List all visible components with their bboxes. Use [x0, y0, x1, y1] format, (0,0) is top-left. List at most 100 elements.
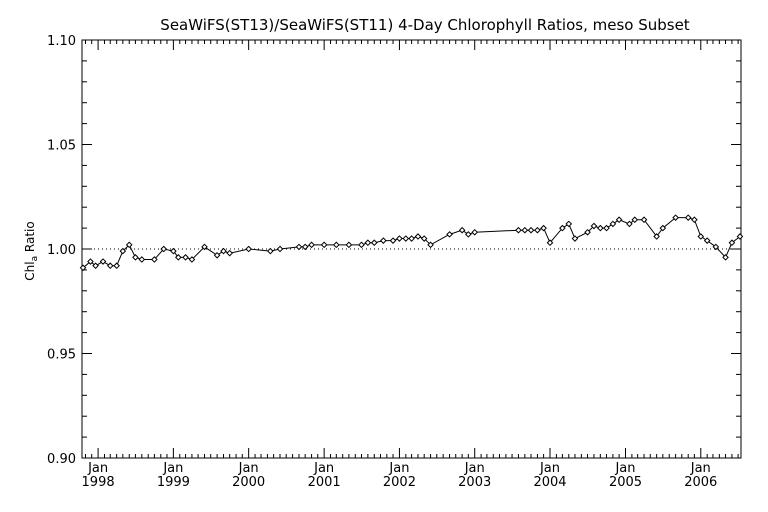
data-point	[170, 247, 177, 255]
y-axis-label-subscript: a	[30, 256, 40, 262]
data-point	[559, 224, 566, 232]
data-point	[119, 247, 127, 255]
data-point	[521, 226, 529, 234]
data-point	[458, 226, 466, 234]
x-tick-label-year: 2004	[533, 475, 566, 490]
data-point	[446, 231, 453, 238]
data-point	[245, 245, 252, 253]
data-point	[534, 226, 541, 234]
data-point	[684, 214, 692, 221]
x-tick-label-month: Jan	[464, 461, 485, 476]
data-point	[546, 239, 554, 247]
data-point	[87, 258, 94, 265]
data-point	[703, 237, 711, 244]
data-point	[659, 224, 667, 232]
x-tick-label-year: 1999	[157, 475, 190, 490]
y-axis: 0.90 0.95 1.00 1.05 1.10	[47, 34, 741, 467]
data-point	[515, 226, 522, 234]
x-axis: Jan1998Jan1999Jan2000Jan2001Jan2002Jan20…	[82, 40, 739, 490]
x-tick-label-year: 2000	[232, 475, 265, 490]
data-point	[653, 233, 660, 240]
data-point	[414, 233, 422, 240]
data-point	[92, 262, 99, 270]
data-point	[597, 224, 604, 232]
data-point	[590, 222, 598, 230]
data-point	[364, 239, 372, 247]
x-tick-label-year: 2003	[458, 475, 491, 490]
y-tick-label: 1.05	[47, 139, 76, 154]
y-tick-label: 1.00	[47, 243, 76, 258]
data-point	[113, 262, 120, 270]
data-point	[691, 216, 698, 224]
data-point	[408, 235, 415, 242]
x-tick-label-month: Jan	[162, 461, 183, 476]
data-point	[697, 233, 705, 240]
y-tick-label: 0.90	[47, 452, 76, 467]
data-point	[175, 254, 182, 261]
data-point	[132, 254, 139, 261]
y-axis-label-rest: Ratio	[23, 221, 37, 256]
data-point	[736, 233, 744, 240]
data-point	[465, 231, 472, 238]
data-point	[267, 247, 274, 255]
data-point	[712, 243, 720, 251]
x-tick-label-month: Jan	[87, 461, 108, 476]
data-point	[722, 254, 729, 261]
x-tick-label-month: Jan	[690, 461, 711, 476]
data-point	[79, 264, 87, 272]
x-tick-label-year: 2006	[684, 475, 717, 490]
data-point	[396, 235, 403, 242]
data-point	[320, 241, 328, 249]
x-tick-label-year: 1998	[82, 475, 115, 490]
data-point	[471, 228, 479, 236]
y-axis-label-main: Chl	[23, 261, 37, 280]
y-tick-label: 1.10	[47, 34, 76, 49]
data-point	[571, 235, 579, 242]
x-tick-label-year: 2005	[609, 475, 642, 490]
data-point	[389, 237, 397, 244]
x-tick-label-year: 2001	[308, 475, 341, 490]
data-point	[308, 241, 315, 249]
data-point	[527, 226, 535, 234]
x-tick-label-month: Jan	[614, 461, 635, 476]
x-tick-label-month: Jan	[539, 461, 560, 476]
data-point	[609, 220, 617, 228]
data-point	[106, 262, 114, 270]
data-point	[640, 216, 648, 224]
data-point	[540, 224, 547, 232]
data-point	[333, 241, 340, 249]
data-point	[672, 214, 679, 221]
data-point	[370, 239, 378, 247]
data-point	[138, 256, 146, 263]
data-point	[402, 235, 410, 242]
y-tick-label: 0.95	[47, 348, 76, 363]
data-point	[380, 237, 387, 244]
data-point	[626, 220, 633, 228]
y-axis-label: Chla Ratio	[23, 221, 40, 280]
data-point	[631, 216, 639, 224]
x-tick-label-month: Jan	[388, 461, 409, 476]
data-point	[584, 228, 591, 236]
data-point	[301, 243, 309, 251]
data-point	[99, 258, 107, 265]
data-point	[151, 256, 158, 263]
data-point	[160, 245, 167, 253]
data-point	[226, 249, 233, 257]
x-tick-label-month: Jan	[313, 461, 334, 476]
data-point	[188, 256, 196, 263]
data-point	[201, 243, 208, 251]
data-point	[615, 216, 623, 224]
data-point	[220, 247, 227, 255]
data-point	[728, 239, 736, 247]
data-point	[358, 241, 365, 249]
series-markers	[79, 214, 744, 272]
data-point	[182, 254, 189, 261]
x-tick-label-year: 2002	[383, 475, 416, 490]
data-point	[603, 224, 610, 232]
data-point	[125, 241, 133, 249]
data-point	[213, 251, 221, 259]
data-point	[427, 241, 434, 249]
data-point	[295, 243, 303, 251]
data-point	[345, 241, 353, 249]
